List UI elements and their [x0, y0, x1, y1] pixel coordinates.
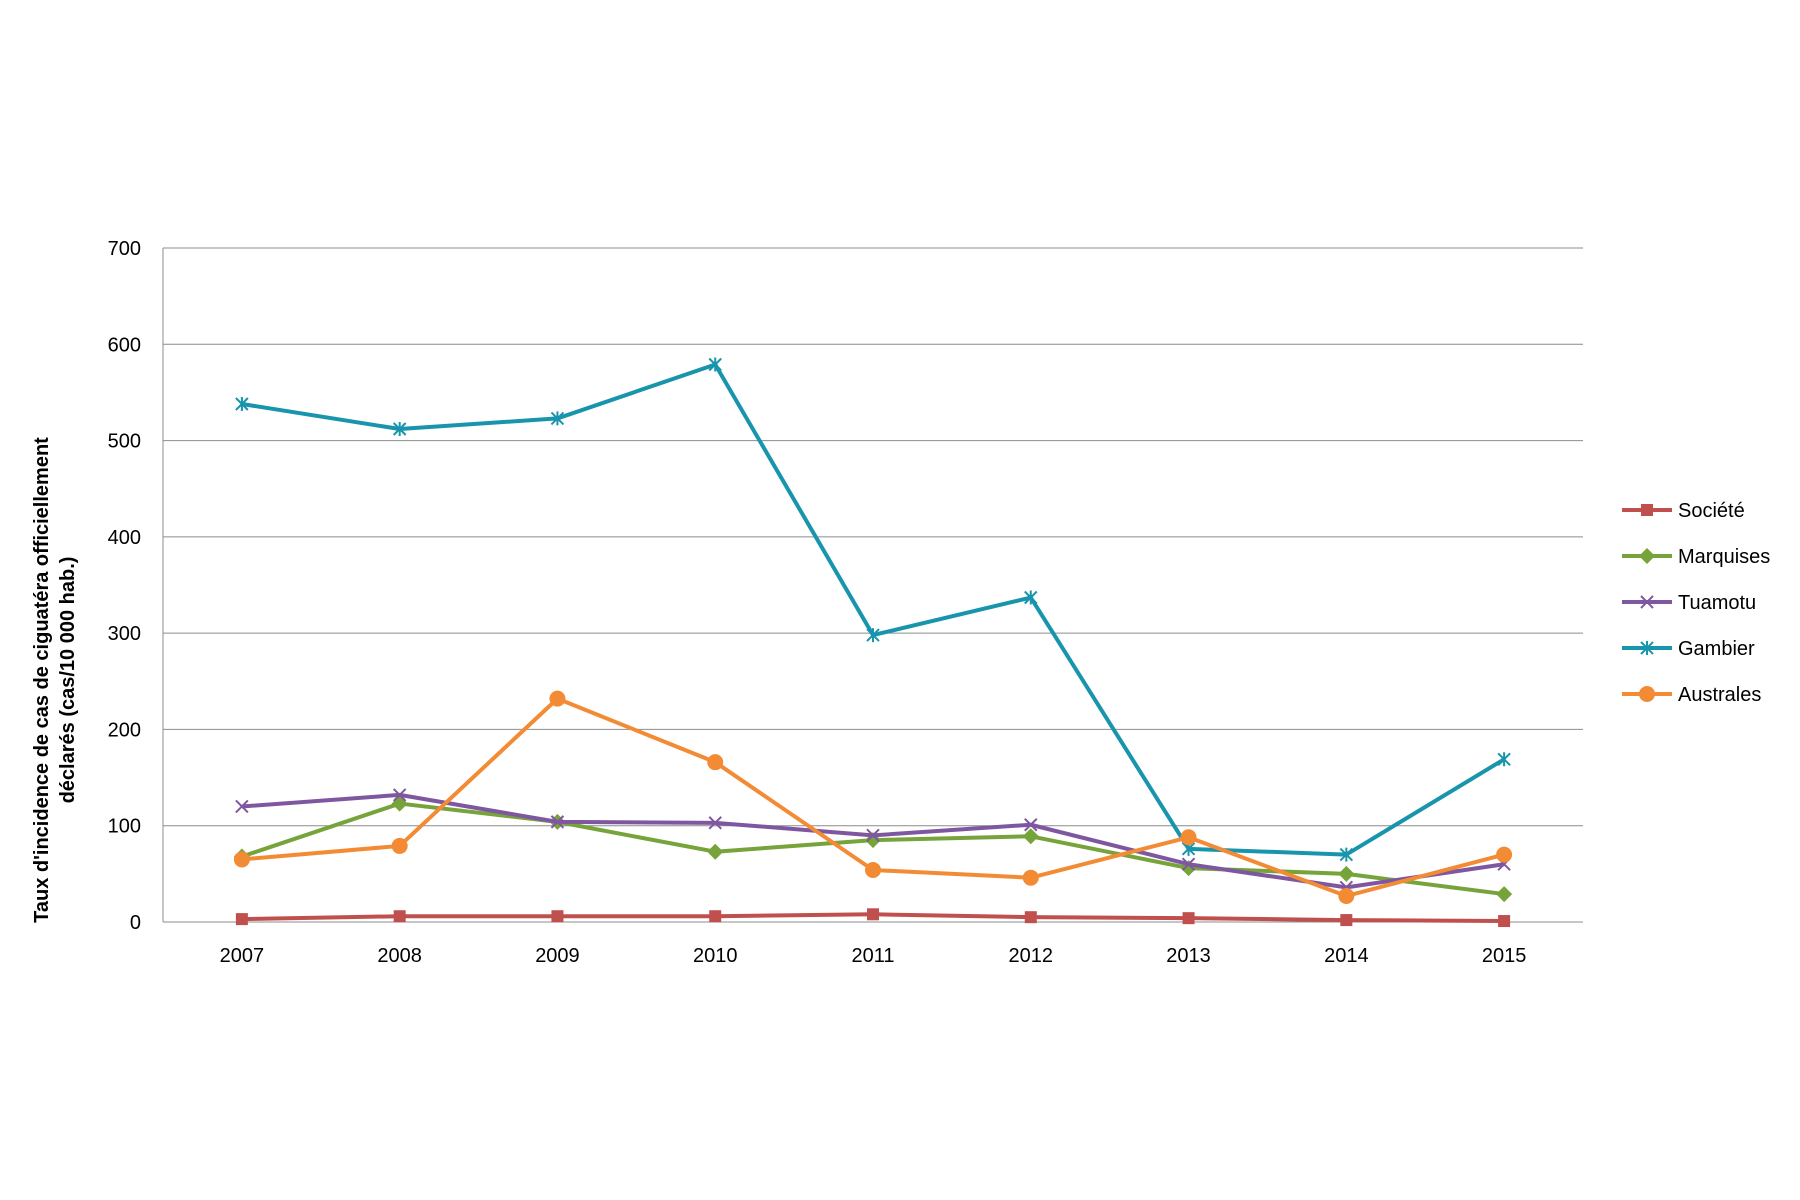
legend-label: Marquises: [1678, 546, 1770, 568]
y-tick-label: 500: [108, 431, 141, 453]
y-tick-label: 100: [108, 816, 141, 838]
data-point-gambier: [550, 411, 565, 426]
legend-swatch-marker: [1639, 548, 1655, 564]
legend-swatch-marker: [1639, 686, 1655, 702]
data-point-marquises: [707, 843, 724, 860]
y-tick-label: 700: [108, 238, 141, 260]
data-point-australes: [1338, 888, 1355, 905]
series-gambier: [235, 357, 1511, 862]
y-tick-label: 600: [108, 334, 141, 356]
data-point-australes: [1022, 869, 1039, 886]
data-point-gambier: [235, 396, 249, 411]
y-axis-title-line2: déclarés (cas/10 000 hab.): [57, 557, 79, 804]
data-point-societe: [709, 910, 722, 923]
x-tick-label: 2015: [1482, 945, 1527, 967]
legend-swatch-marker: [1640, 595, 1654, 609]
legend-item-marquises: Marquises: [1622, 546, 1770, 568]
data-point-gambier: [866, 628, 880, 643]
data-point-australes: [707, 754, 724, 771]
y-tick-labels: 0 100 200 300 400 500 600 700: [108, 238, 141, 934]
data-point-societe: [1024, 911, 1037, 924]
x-tick-label: 2010: [693, 945, 738, 967]
data-point-gambier: [1339, 847, 1354, 862]
legend-item-societe: Société: [1622, 500, 1745, 522]
legend-swatch-marker: [1641, 504, 1653, 516]
x-tick-labels: 2007 2008 2009 2010 2011 2012 2013 2014 2015: [220, 945, 1527, 967]
data-point-australes: [1180, 829, 1197, 846]
data-point-societe: [1498, 915, 1511, 928]
legend-label: Tuamotu: [1678, 592, 1756, 614]
x-tick-label: 2014: [1324, 945, 1369, 967]
y-tick-label: 200: [108, 719, 141, 741]
data-point-australes: [391, 837, 408, 854]
y-axis-title: Taux d'incidence de cas de ciguatéra off…: [31, 437, 79, 923]
data-point-marquises: [1338, 865, 1355, 882]
data-point-tuamotu: [708, 816, 722, 830]
axes: [162, 248, 1583, 923]
x-tick-label: 2009: [535, 945, 580, 967]
data-point-gambier: [708, 357, 722, 372]
series-societe: [235, 908, 1511, 928]
data-point-societe: [235, 913, 248, 926]
data-point-tuamotu: [235, 799, 249, 814]
series-line-gambier: [241, 362, 1506, 857]
series-lines: [233, 357, 1513, 928]
y-tick-label: 300: [108, 623, 141, 645]
data-point-tuamotu: [866, 828, 880, 843]
legend-item-gambier: Gambier: [1622, 638, 1755, 660]
data-point-australes: [1496, 846, 1513, 863]
data-point-societe: [393, 910, 406, 923]
data-point-marquises: [391, 795, 408, 812]
data-point-societe: [551, 910, 564, 923]
data-point-australes: [549, 690, 566, 707]
legend-item-australes: Australes: [1622, 684, 1761, 706]
data-point-tuamotu: [1181, 857, 1196, 871]
legend-item-tuamotu: Tuamotu: [1622, 592, 1756, 614]
data-point-societe: [1182, 912, 1195, 925]
y-axis-title-line1: Taux d'incidence de cas de ciguatéra off…: [31, 437, 53, 923]
data-point-tuamotu: [392, 788, 407, 802]
x-tick-label: 2008: [377, 945, 422, 967]
legend-label: Gambier: [1678, 638, 1755, 660]
y-tick-label: 400: [108, 527, 141, 549]
data-point-tuamotu: [1024, 818, 1038, 832]
series-australes: [233, 690, 1513, 905]
legend: Société Marquises Tuamotu Gambier Australes: [1622, 500, 1770, 706]
legend-label: Société: [1678, 500, 1745, 522]
data-point-gambier: [1497, 752, 1511, 767]
x-tick-label: 2007: [220, 945, 265, 967]
data-point-australes: [865, 862, 881, 879]
data-point-gambier: [1024, 590, 1038, 605]
data-point-marquises: [1496, 886, 1513, 903]
data-point-societe: [1340, 914, 1353, 927]
y-tick-label: 0: [130, 912, 141, 934]
gridlines: [163, 247, 1583, 827]
data-point-societe: [867, 908, 879, 921]
legend-swatch-marker: [1640, 641, 1654, 655]
data-point-australes: [233, 851, 250, 868]
x-tick-label: 2011: [851, 945, 894, 967]
x-tick-label: 2013: [1166, 945, 1211, 967]
x-tick-label: 2012: [1009, 945, 1054, 967]
data-point-marquises: [1022, 828, 1039, 845]
legend-label: Australes: [1678, 684, 1761, 706]
data-point-gambier: [392, 422, 407, 437]
data-point-tuamotu: [550, 815, 565, 829]
